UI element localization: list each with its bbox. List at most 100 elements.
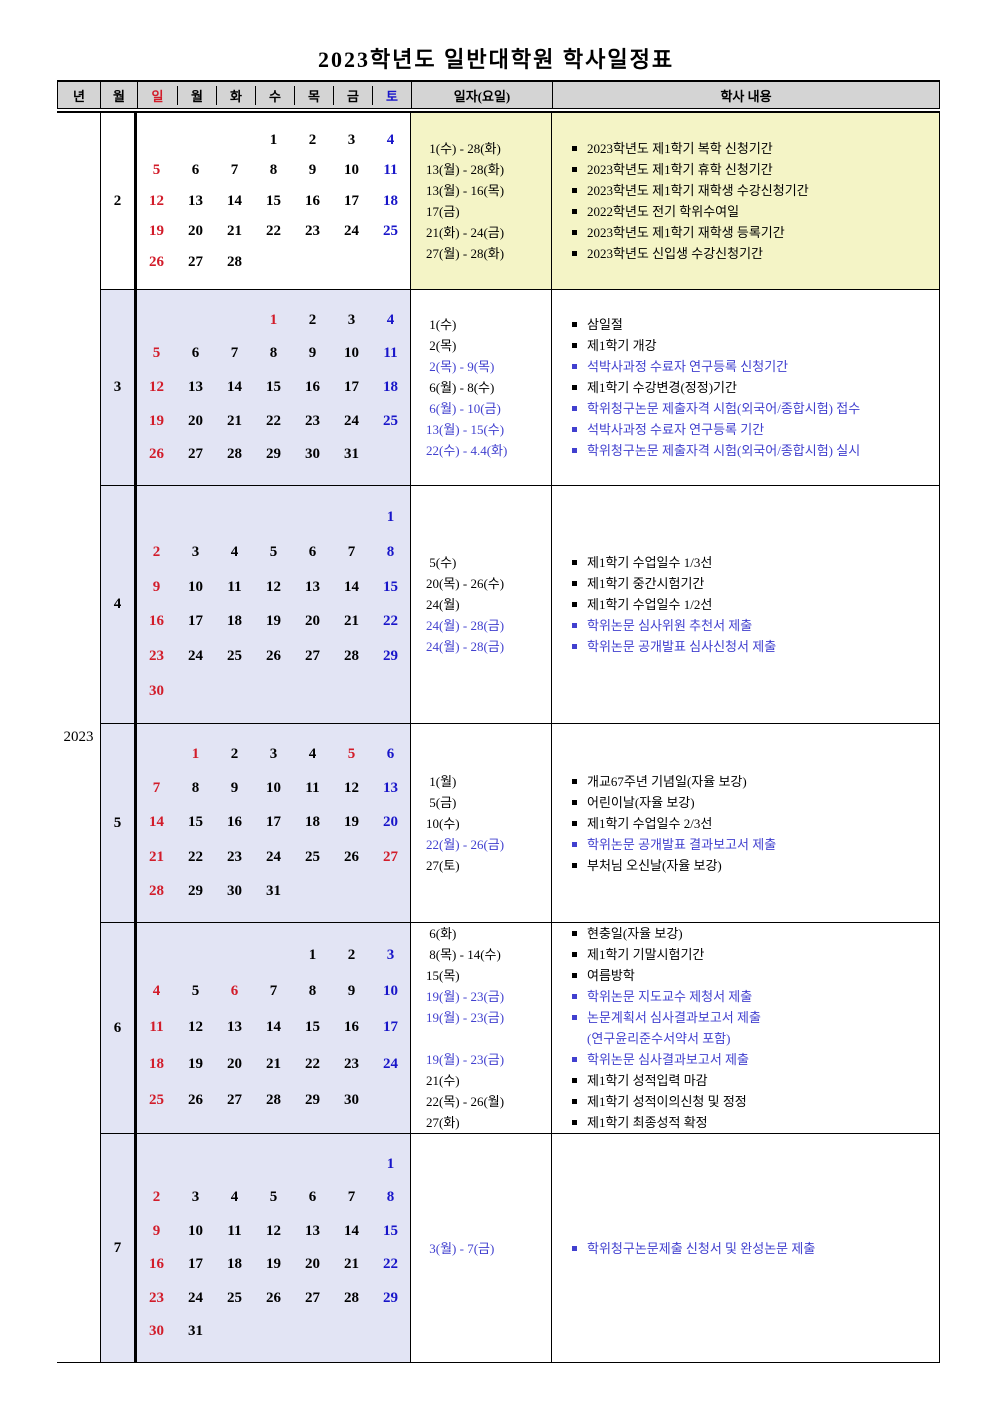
calendar-day: [137, 509, 176, 526]
date-range: 19(월) - 23(금): [426, 989, 505, 1004]
calendar-day: 31: [344, 446, 359, 463]
event-text: 학위논문 심사위원 추천서 제출: [587, 618, 753, 633]
calendar-week: 18 19 20 21 22 23 24: [137, 1056, 410, 1073]
event-item: 제1학기 기말시험기간: [572, 944, 939, 965]
calendar-day: 13: [383, 780, 398, 797]
calendar-week: 1: [137, 509, 410, 526]
calendar-day: [215, 509, 254, 526]
calendar-day: 2: [308, 311, 317, 328]
calendar-day: 5: [152, 345, 161, 362]
calendar-day: 19: [266, 1256, 281, 1273]
calendar-day: [137, 132, 176, 149]
date-range: 1(월): [426, 773, 457, 789]
calendar-day: 16: [149, 1256, 164, 1273]
square-bullet-icon: [572, 799, 577, 805]
calendar-day: 19: [188, 1055, 203, 1072]
date-range: 1(수) - 28(화): [426, 141, 501, 156]
calendar-day: 13: [188, 192, 203, 209]
date-range: 24(월): [426, 597, 460, 612]
event-item: 석박사과정 수료자 연구등록 신청기간: [572, 356, 939, 377]
calendar-day: 27: [188, 253, 203, 270]
calendar-day: 6: [386, 746, 395, 763]
calendar-day: 2: [308, 131, 317, 148]
calendar-day: 28: [344, 1289, 359, 1306]
event-item: 삼일절: [572, 314, 939, 335]
calendar-day: 16: [305, 378, 320, 395]
calendar-day: 5: [347, 746, 356, 763]
calendar-week: 1 2 3: [137, 947, 410, 964]
calendar-day: 6: [191, 345, 200, 362]
event-text: 학위청구논문 제출자격 시험(외국어/종합시험) 실시: [587, 443, 861, 458]
events-month-6: 현충일(자율 보강) 제1학기 기말시험기간 여름방학 학위논문 지도교수 제청서 제…: [552, 923, 940, 1134]
calendar-week: 23 24 25 26 27 28 29: [137, 648, 410, 665]
calendar-day: 2: [347, 947, 356, 964]
event-item: 제1학기 성적입력 마감: [572, 1070, 939, 1091]
weekday-header-fri: 금: [333, 85, 372, 105]
calendar-day: 11: [305, 780, 320, 797]
calendar-day: 18: [305, 814, 320, 831]
calendar-day: 30: [149, 1323, 164, 1340]
calendar-day: 18: [227, 1256, 242, 1273]
square-bullet-icon: [572, 931, 577, 936]
date-range: 2(목): [426, 338, 457, 353]
calendar-day: 9: [152, 578, 161, 595]
calendar-day: [293, 254, 332, 271]
square-bullet-icon: [572, 1099, 577, 1104]
square-bullet-icon: [572, 841, 577, 847]
calendar-week: 19 20 21 22 23 24 25: [137, 223, 410, 240]
mini-calendar-month-5: 1 2 3 4 5 6 7 8 9 10 11 12 13 14 15 16 17 18 19 20 21 22 23 24 2…: [137, 724, 411, 923]
calendar-day: 11: [383, 345, 398, 362]
month-label-2: 2: [100, 113, 137, 290]
square-bullet-icon: [572, 1120, 577, 1125]
calendar-day: 10: [188, 1222, 203, 1239]
calendar-week: 1 2 3 4: [137, 132, 410, 149]
calendar-day: [332, 254, 371, 271]
event-item: 어린이날(자율 보강): [572, 792, 939, 813]
calendar-day: 17: [266, 814, 281, 831]
mini-calendar-month-6: 1 2 3 4 5 6 7 8 9 10 11 12 13 14 15 16 17 18 19 20 21 22 23 24 2…: [137, 923, 411, 1134]
calendar-day: 22: [383, 613, 398, 630]
calendar-day: 18: [383, 378, 398, 395]
calendar-day: 3: [191, 543, 200, 560]
weekday-header-tue: 화: [216, 85, 255, 105]
square-bullet-icon: [572, 448, 577, 453]
calendar-day: 19: [149, 412, 164, 429]
events-month-2: 2023학년도 제1학기 복학 신청기간 2023학년도 제1학기 휴학 신청기간…: [552, 113, 940, 290]
calendar-day: 26: [266, 1289, 281, 1306]
weekday-header-sat: 토: [372, 85, 411, 105]
page-title: 2023학년도 일반대학원 학사일정표: [317, 47, 675, 72]
calendar-day: 9: [152, 1222, 161, 1239]
square-bullet-icon: [572, 406, 577, 411]
square-bullet-icon: [572, 623, 577, 628]
calendar-day: 5: [191, 983, 200, 1000]
event-item: 부처님 오신날(자율 보강): [572, 855, 939, 876]
calendar-day: [293, 883, 332, 900]
calendar-day: 13: [305, 578, 320, 595]
calendar-day: [137, 312, 176, 329]
calendar-week: 2 3 4 5 6 7 8: [137, 1189, 410, 1206]
month-column-header: 월: [100, 82, 137, 108]
event-text: 제1학기 중간시험기간: [587, 576, 705, 591]
calendar-day: 24: [344, 223, 359, 239]
calendar-day: 22: [188, 848, 203, 865]
calendar-day: 31: [266, 882, 281, 899]
calendar-day: 17: [344, 192, 359, 209]
date-ranges-month-5: 1(월) 5(금) 10(수) 22(월) - 26(금) 27(토): [411, 724, 552, 923]
event-item: 제1학기 수업일수 2/3선: [572, 813, 939, 834]
calendar-day: 12: [188, 1019, 203, 1036]
calendar-day: 15: [383, 1222, 398, 1239]
calendar-day: 22: [305, 1055, 320, 1072]
date-range: 24(월) - 28(금): [426, 639, 505, 654]
calendar-day: 20: [383, 814, 398, 831]
events-month-7: 학위청구논문제출 신청서 및 완성논문 제출: [552, 1134, 940, 1362]
calendar-day: 13: [188, 378, 203, 395]
calendar-day: [176, 683, 215, 700]
calendar-day: 21: [149, 848, 164, 865]
calendar-day: 27: [383, 848, 398, 865]
calendar-day: 28: [227, 253, 242, 270]
date-range: 22(목) - 26(월): [426, 1094, 505, 1109]
calendar-day: 20: [188, 223, 203, 239]
calendar-day: 12: [266, 578, 281, 595]
calendar-week: 2 3 4 5 6 7 8: [137, 544, 410, 561]
event-text: 제1학기 기말시험기간: [587, 947, 705, 962]
